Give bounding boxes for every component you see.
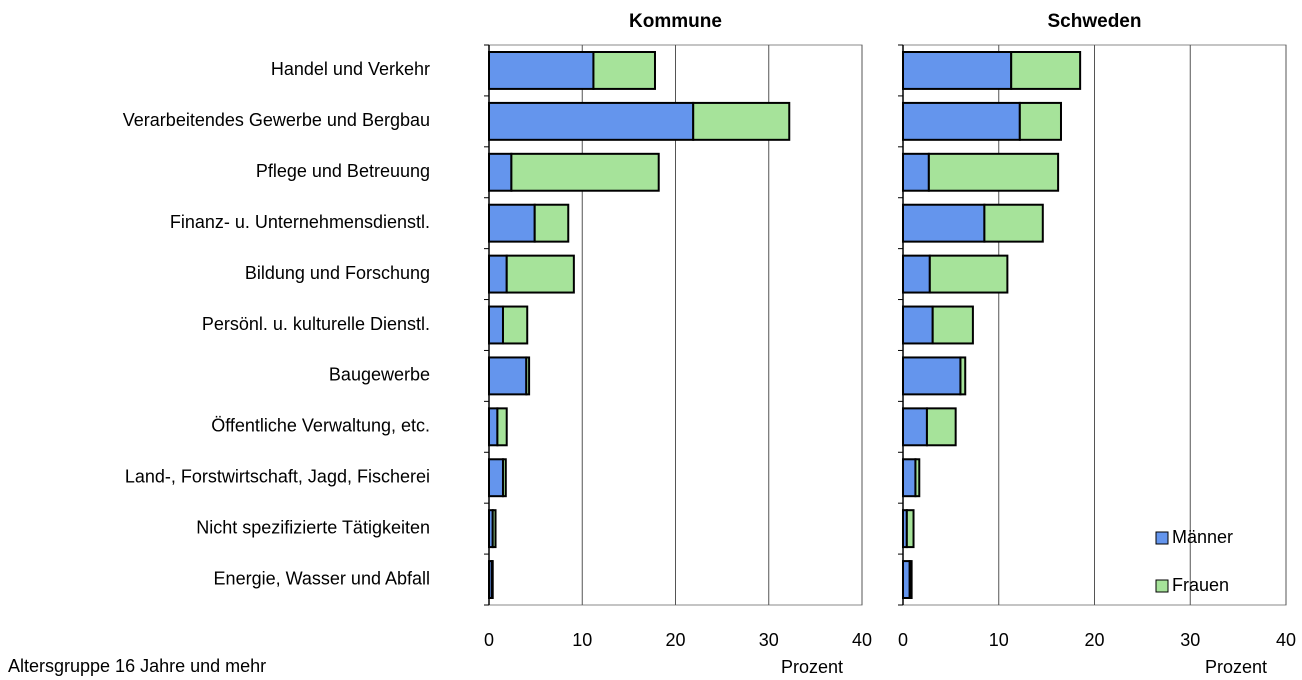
- category-label: Öffentliche Verwaltung, etc.: [211, 416, 430, 436]
- category-label: Pflege und Betreuung: [256, 161, 430, 181]
- x-tick-label: 20: [1084, 630, 1104, 650]
- x-tick-label: 20: [665, 630, 685, 650]
- x-tick-label: 40: [852, 630, 872, 650]
- x-tick-label: 30: [759, 630, 779, 650]
- bar-segment: [902, 51, 1013, 90]
- bar-segment: [902, 560, 911, 599]
- legend-label: Frauen: [1172, 575, 1229, 595]
- category-label: Verarbeitendes Gewerbe und Bergbau: [123, 110, 430, 130]
- bar-segment: [902, 152, 930, 192]
- bar-segment: [905, 509, 915, 549]
- category-label: Handel und Verkehr: [271, 59, 430, 79]
- bar-segment: [501, 305, 529, 345]
- bar-segment: [902, 458, 917, 498]
- bar-segment: [488, 356, 528, 396]
- legend-swatch: [1155, 579, 1169, 593]
- bar-segment: [902, 101, 1021, 141]
- x-tick-label: 40: [1276, 630, 1296, 650]
- bar-segment: [525, 356, 531, 396]
- bar-segment: [902, 407, 928, 447]
- bar-segment: [927, 152, 1060, 192]
- bar-segment: [505, 254, 575, 294]
- x-tick-label: 30: [1180, 630, 1200, 650]
- bar-segment: [928, 254, 1009, 294]
- bar-segment: [488, 101, 695, 141]
- category-label: Energie, Wasser und Abfall: [214, 568, 430, 588]
- bar-segment: [1018, 101, 1062, 141]
- bar-segment: [902, 203, 986, 243]
- bar-segment: [902, 305, 934, 345]
- bar-segment: [488, 254, 508, 294]
- x-axis-label: Prozent: [1205, 657, 1267, 677]
- x-tick-label: 0: [898, 630, 908, 650]
- bar-segment: [488, 458, 504, 498]
- bar-segment: [501, 458, 507, 498]
- category-label: Finanz- u. Unternehmensdienstl.: [170, 212, 430, 232]
- x-tick-label: 0: [484, 630, 494, 650]
- footnote: Altersgruppe 16 Jahre und mehr: [8, 656, 266, 676]
- x-axis-label: Prozent: [781, 657, 843, 677]
- category-label: Baugewerbe: [329, 365, 430, 385]
- legend-swatch: [1155, 531, 1169, 545]
- x-tick-label: 10: [572, 630, 592, 650]
- bar-segment: [488, 152, 513, 192]
- bar-segment: [496, 407, 508, 447]
- bar-segment: [488, 203, 536, 243]
- bar-segment: [488, 305, 504, 345]
- bar-segment: [490, 560, 494, 599]
- x-tick-label: 10: [989, 630, 1009, 650]
- bar-segment: [983, 203, 1044, 243]
- bar-segment: [902, 254, 931, 294]
- bar-segment: [959, 356, 967, 396]
- bar-segment: [902, 356, 962, 396]
- panel-title: Schweden: [1048, 11, 1142, 32]
- bar-segment: [1010, 51, 1082, 90]
- bar-segment: [488, 407, 499, 447]
- bar-segment: [692, 101, 791, 141]
- bar-segment: [592, 51, 656, 90]
- bar-segment: [510, 152, 660, 192]
- bar-segment: [533, 203, 570, 243]
- bar-segment: [908, 560, 913, 599]
- bar-segment: [931, 305, 974, 345]
- category-label: Persönl. u. kulturelle Dienstl.: [202, 314, 430, 334]
- panel-title: Kommune: [629, 11, 722, 32]
- category-label: Land-, Forstwirtschaft, Jagd, Fischerei: [125, 466, 430, 486]
- category-label: Bildung und Forschung: [245, 263, 430, 283]
- bar-segment: [925, 407, 957, 447]
- bar-segment: [914, 458, 921, 498]
- legend-label: Männer: [1172, 527, 1233, 547]
- bar-segment: [491, 509, 497, 549]
- bar-segment: [488, 51, 595, 90]
- category-label: Nicht spezifizierte Tätigkeiten: [196, 517, 430, 537]
